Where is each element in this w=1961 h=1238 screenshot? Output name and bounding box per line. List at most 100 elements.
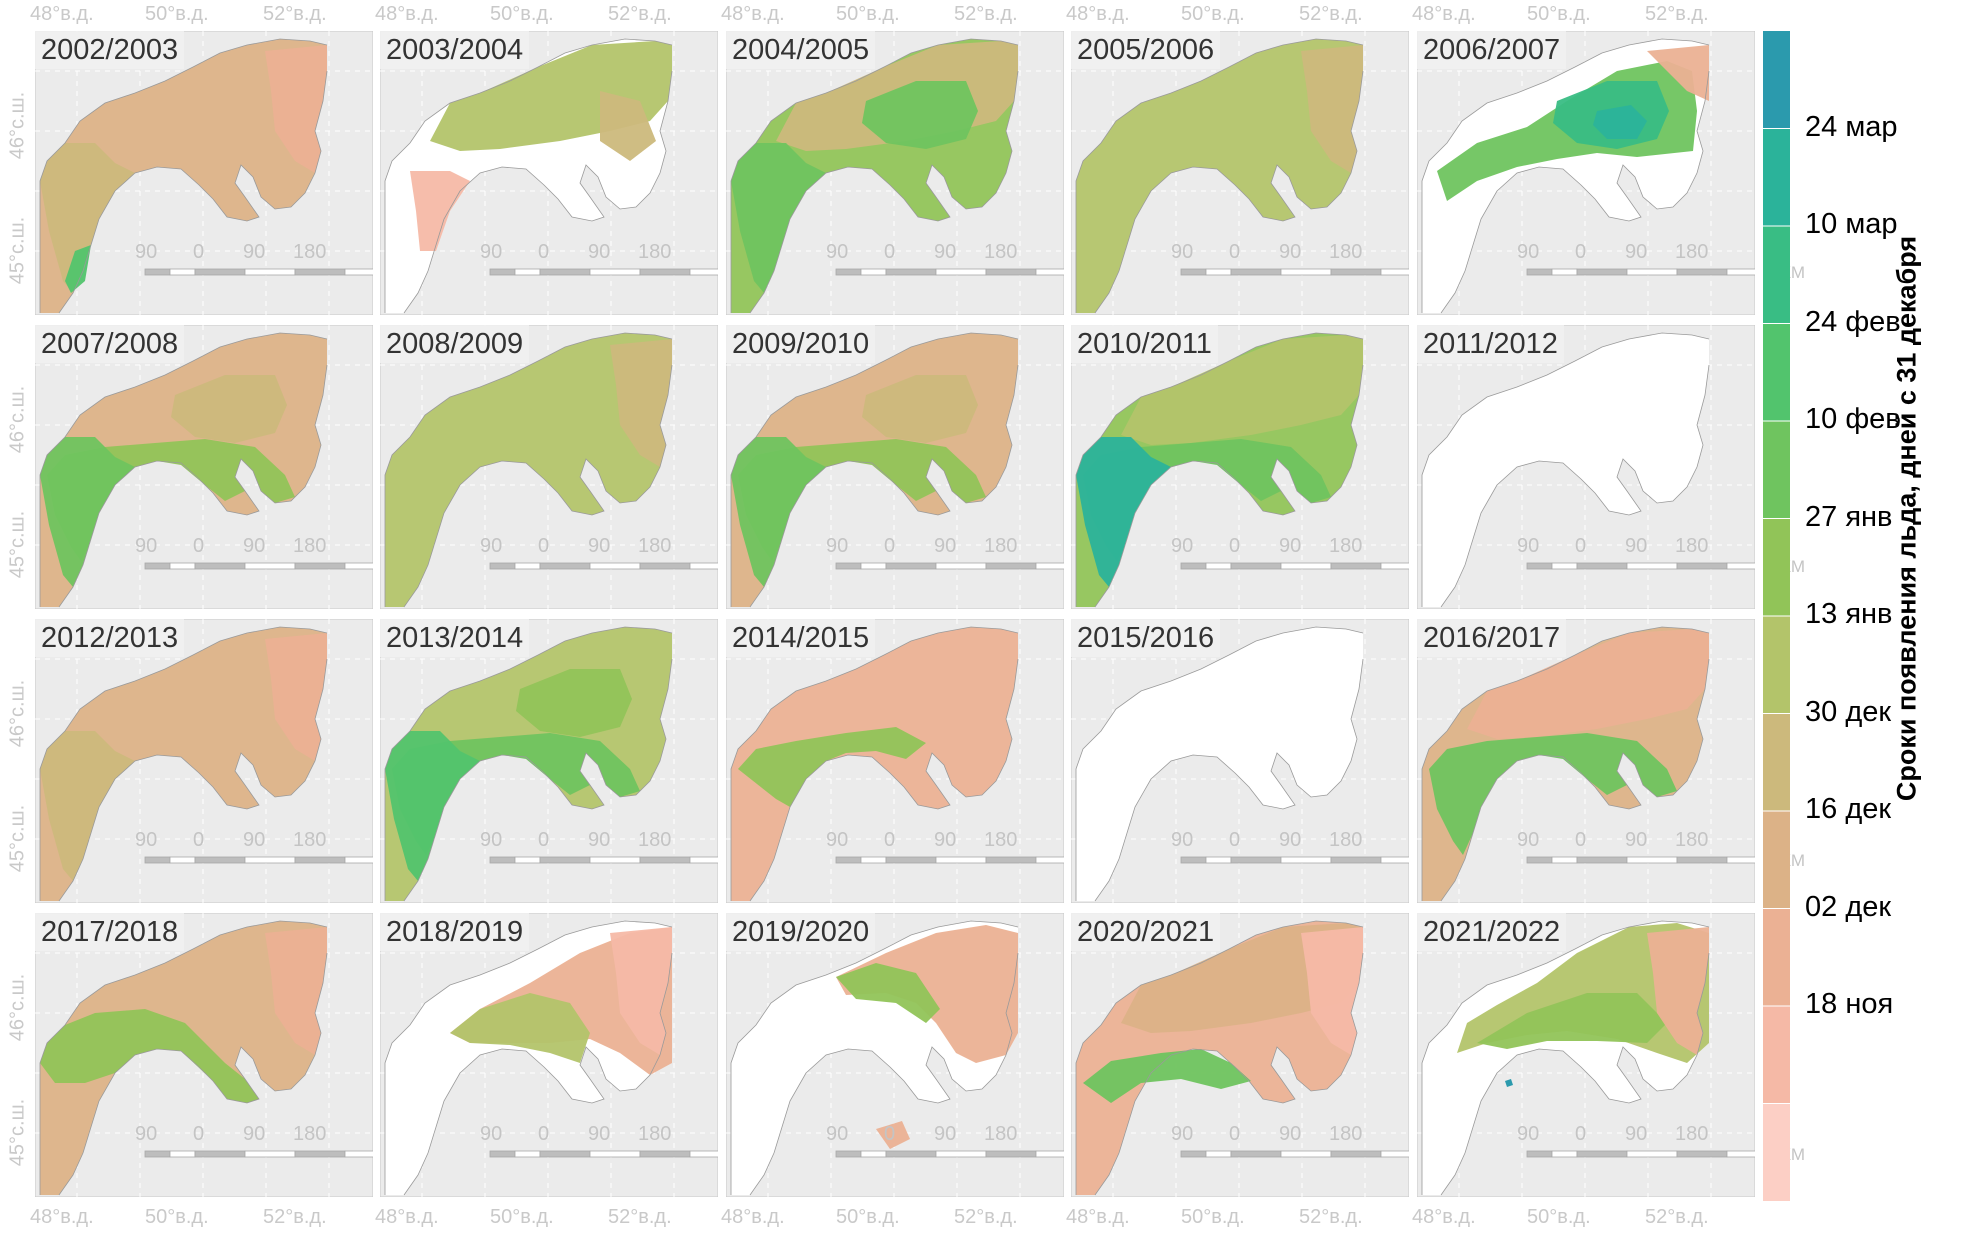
scale-bar	[1180, 856, 1432, 864]
scale-bar-segment	[1626, 856, 1678, 864]
latitude-label: 45°с.ш.	[6, 216, 29, 285]
scale-bar-segment	[489, 856, 516, 864]
scale-bar-label: 180	[293, 829, 327, 851]
scale-bar-segment	[935, 1150, 987, 1158]
ice-area-center	[516, 669, 632, 737]
map-panel: 90 0 90 180 КМ 2021/2022	[1416, 912, 1805, 1198]
scale-bar-segment	[860, 268, 887, 276]
scale-bar-segment	[689, 1150, 741, 1158]
scale-bar-segment	[194, 1150, 246, 1158]
coastline	[384, 626, 673, 902]
scale-bar-label: 90	[588, 535, 611, 557]
scale-bar-label: 90	[243, 829, 266, 851]
scale-bar	[1526, 268, 1778, 276]
scale-bar-segment	[344, 1150, 396, 1158]
ice-area-south-spot	[876, 1121, 910, 1149]
scale-bar-label: 0	[1229, 1123, 1241, 1145]
scale-bar-segment	[1676, 1150, 1728, 1158]
scale-bar-segment	[1230, 268, 1282, 276]
scale-bar-label: 90	[1625, 829, 1648, 851]
bottom-longitude-label: 48°в.д.	[1066, 1206, 1130, 1228]
top-longitude-label: 52°в.д.	[608, 3, 672, 25]
ice-layer	[40, 333, 327, 607]
legend-swatch	[1763, 616, 1790, 714]
map-panel: 90090180КМ2015/2016	[1070, 618, 1459, 904]
scale-bar-label: 90	[1517, 535, 1540, 557]
scale-bar-label: 0	[1575, 1123, 1587, 1145]
scale-bar-segment	[1330, 268, 1382, 276]
scale-bar-segment	[294, 562, 346, 570]
scale-bar-segment	[539, 268, 591, 276]
panel-season-title: 2014/2015	[726, 619, 876, 657]
scale-bar-segment	[1380, 1150, 1432, 1158]
ice-area-jan	[1477, 993, 1667, 1049]
scale-bar-label: 180	[984, 829, 1018, 851]
scale-bar-label: 0	[884, 535, 896, 557]
scale-bar	[1526, 562, 1778, 570]
legend-swatch	[1763, 713, 1790, 812]
scale-bar-label: 90	[1625, 241, 1648, 263]
top-longitude-label: 48°в.д.	[721, 3, 785, 25]
scale-bar-segment	[1380, 268, 1432, 276]
ice-layer	[40, 627, 327, 901]
top-longitude-label: 52°в.д.	[263, 3, 327, 25]
scale-bar-segment	[885, 268, 937, 276]
scale-bar-label: 90	[934, 1123, 957, 1145]
sea-area	[1422, 333, 1709, 607]
scale-bar-segment	[1230, 562, 1282, 570]
ice-layer	[731, 333, 1018, 607]
scale-bar-segment	[1205, 268, 1232, 276]
scale-bar-segment	[1180, 856, 1207, 864]
ice-area-east	[1301, 927, 1363, 1055]
ice-area-sw	[40, 731, 135, 881]
scale-bar-segment	[689, 562, 741, 570]
coastline	[384, 920, 673, 1196]
scale-bar-label: 0	[884, 829, 896, 851]
scale-bar-segment	[1280, 1150, 1332, 1158]
scale-bar-segment	[1551, 1150, 1578, 1158]
top-longitude-label: 50°в.д.	[490, 3, 554, 25]
ice-area-sw	[40, 143, 135, 293]
map-panel: 90090180КМ2013/2014	[379, 618, 768, 904]
scale-bar-label: 0	[1229, 535, 1241, 557]
coastline	[1075, 626, 1364, 902]
panel-season-title: 2006/2007	[1417, 31, 1567, 69]
panel-season-title: 2011/2012	[1417, 325, 1564, 363]
scale-bar-label: 90	[480, 829, 503, 851]
top-longitude-label: 52°в.д.	[954, 3, 1018, 25]
coastline	[39, 332, 328, 608]
scale-bar-label: 0	[193, 535, 205, 557]
scale-bar-segment	[1526, 268, 1553, 276]
ice-area-center	[171, 375, 287, 443]
panel-season-title: 2021/2022	[1417, 913, 1567, 951]
scale-bar-segment	[344, 268, 396, 276]
scale-bar-segment	[539, 1150, 591, 1158]
scale-bar-label: 180	[984, 1123, 1018, 1145]
scale-bar-segment	[1035, 268, 1087, 276]
coastline	[39, 920, 328, 1196]
map-panel: 90090180КМ2012/2013	[34, 618, 423, 904]
panel-season-title: 2007/2008	[35, 325, 185, 363]
scale-bar-segment	[244, 1150, 296, 1158]
panel-map-svg	[725, 324, 1087, 610]
scale-bar-label: 0	[193, 829, 205, 851]
ice-area-dec	[1076, 39, 1363, 313]
ice-area-east	[265, 927, 327, 1055]
bottom-longitude-label: 50°в.д.	[145, 1206, 209, 1228]
panel-map-svg	[34, 618, 396, 904]
scale-bar	[835, 1150, 1087, 1158]
scale-bar-label: 0	[193, 241, 205, 263]
ice-layer	[731, 627, 1018, 901]
bottom-longitude-label: 50°в.д.	[1527, 1206, 1591, 1228]
scale-bar-label: 90	[243, 241, 266, 263]
scale-bar-segment	[1330, 1150, 1382, 1158]
scale-bar-label: 180	[1329, 241, 1363, 263]
map-panel: 90090180КМ2002/2003	[34, 30, 423, 316]
ice-area-dec	[40, 627, 327, 901]
legend-swatch	[1763, 1006, 1790, 1104]
scale-bar-segment	[985, 856, 1037, 864]
coastline	[1075, 920, 1364, 1196]
scale-bar	[835, 268, 1087, 276]
scale-bar-segment	[835, 856, 862, 864]
scale-bar-segment	[194, 268, 246, 276]
